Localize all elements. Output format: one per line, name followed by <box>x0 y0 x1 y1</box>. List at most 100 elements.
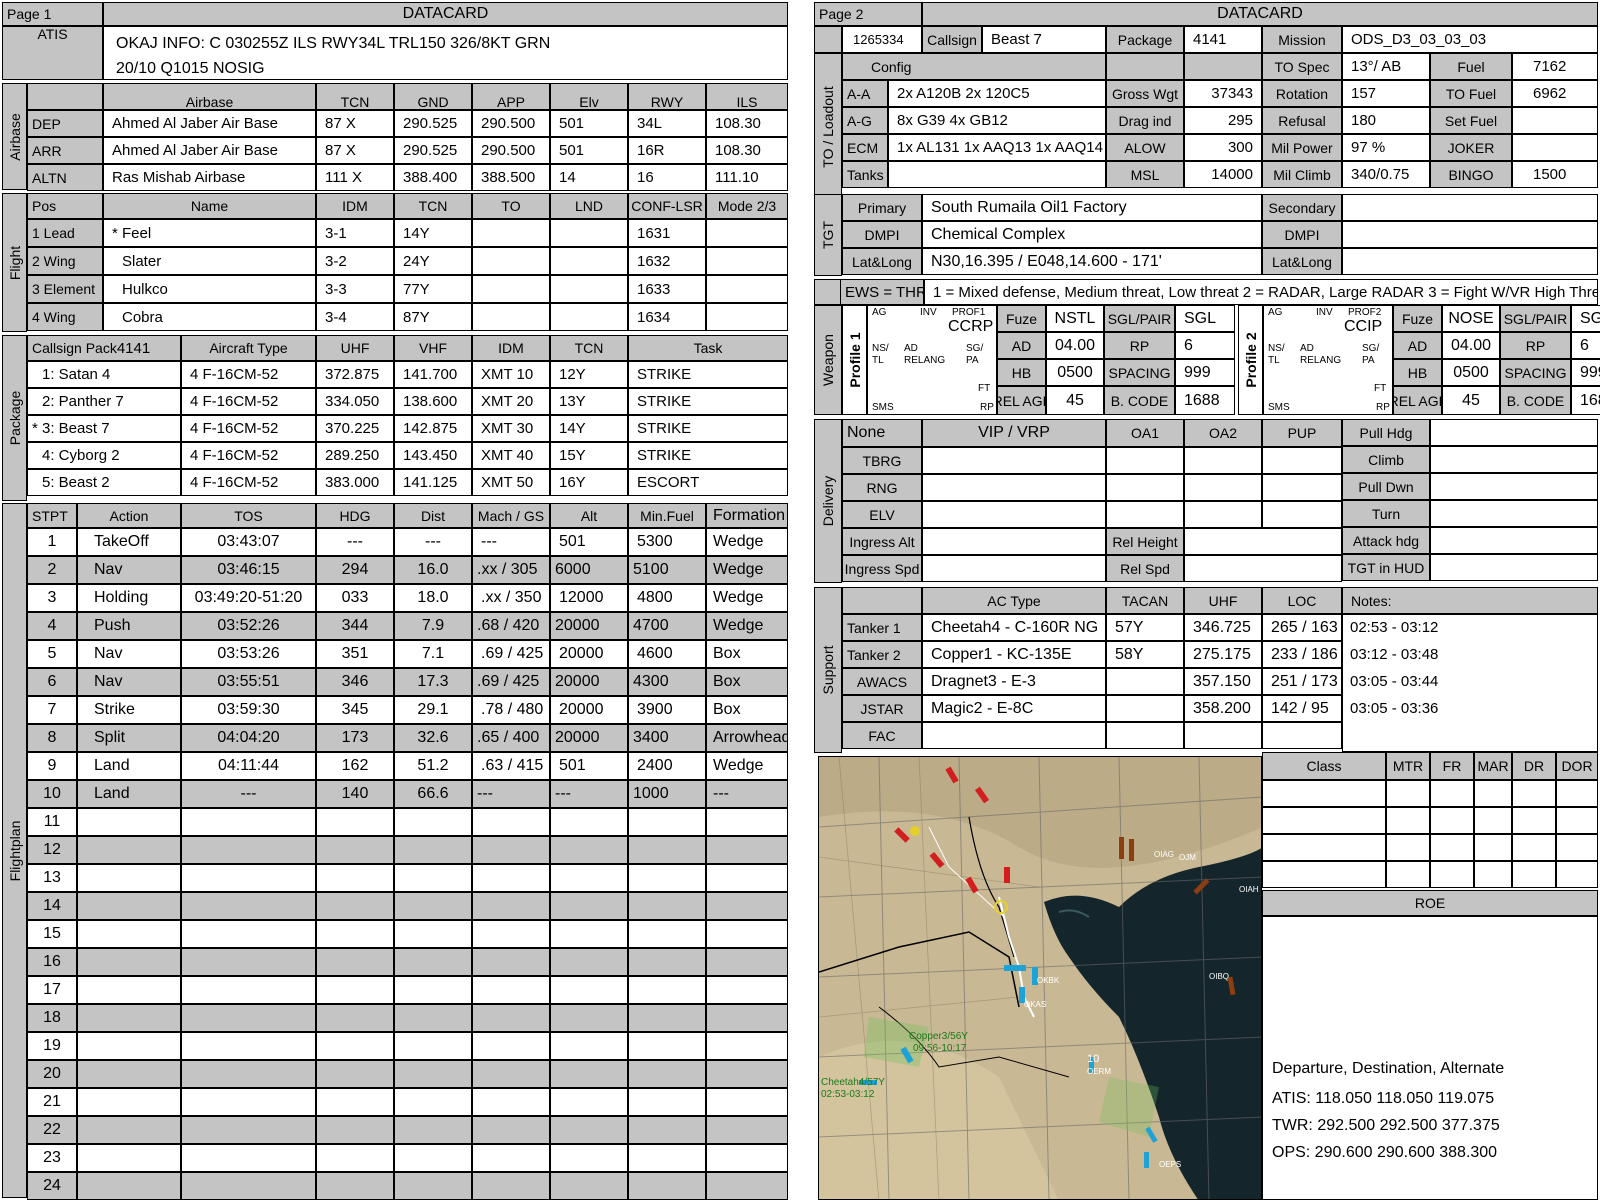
flightplan-cell: .68 / 420 <box>472 612 550 640</box>
fuel-label: JOKER <box>1430 134 1512 161</box>
flightplan-cell: 03:43:07 <box>181 528 316 556</box>
perf-value: 180 <box>1342 107 1430 134</box>
weapon-param-label: SPACING <box>1500 359 1571 386</box>
mission-header-cell <box>814 26 842 53</box>
support-note: 03:05 - 03:36 <box>1342 695 1598 722</box>
tgt-label: Lat&Long <box>842 248 922 275</box>
mission-header-cell: ODS_D3_03_03_03 <box>1342 26 1598 53</box>
flightplan-cell <box>706 920 788 948</box>
callsign-pack-text: Callsign Pack <box>32 340 117 356</box>
flight-cell: 14Y <box>394 219 472 247</box>
flightplan-cell <box>472 1060 550 1088</box>
weapon-param-label: REL AGL <box>1393 386 1442 415</box>
flight-header: LND <box>550 193 628 219</box>
steerpoint-number: 17 <box>27 976 77 1004</box>
loadout-value: 1x AL131 1x AAQ13 1x AAQ14 <box>888 134 1106 161</box>
flightplan-cell <box>706 864 788 892</box>
flightplan-cell: .69 / 425 <box>472 668 550 696</box>
weight-label: Gross Wgt <box>1106 80 1184 107</box>
flightplan-cell <box>77 1060 181 1088</box>
flightplan-cell <box>472 864 550 892</box>
tgt-section-label: TGT <box>820 221 836 249</box>
weight-label: Drag ind <box>1106 107 1184 134</box>
flight-cell: 87Y <box>394 303 472 331</box>
flightplan-cell <box>472 1144 550 1172</box>
flightplan-cell <box>316 1116 394 1144</box>
support-note: 03:05 - 03:44 <box>1342 668 1598 695</box>
mission-header-cell: Mission <box>1262 26 1342 53</box>
mission-map[interactable]: Copper3/56Y 09:56-10:17 Cheetah4/57Y 02:… <box>818 756 1262 1200</box>
threat-header: FR <box>1430 752 1474 780</box>
flightplan-section-label: Flightplan <box>6 820 23 881</box>
delivery-cell <box>1430 419 1598 446</box>
package-cell: STRIKE <box>628 442 788 469</box>
sms-mnemonic: RELANG <box>904 355 946 366</box>
flightplan-cell: 346 <box>316 668 394 696</box>
flightplan-cell: 66.6 <box>394 780 472 808</box>
support-role: FAC <box>842 722 922 749</box>
tgt-value: South Rumaila Oil1 Factory <box>922 194 1262 221</box>
support-note: 02:53 - 03:12 <box>1342 614 1598 641</box>
support-cell: 265 / 163 <box>1262 614 1342 641</box>
flight-header: TCN <box>394 193 472 219</box>
threat-cell <box>1512 807 1556 834</box>
flightplan-cell <box>394 1088 472 1116</box>
flight-section-label: Flight <box>6 245 23 280</box>
flightplan-cell <box>706 808 788 836</box>
flight-header: TO <box>472 193 550 219</box>
steerpoint-number: 2 <box>27 556 77 584</box>
tgt2-label: Lat&Long <box>1262 248 1342 275</box>
flightplan-cell <box>181 1116 316 1144</box>
threat-header: MTR <box>1386 752 1430 780</box>
page2-label: Page 2 <box>814 2 922 26</box>
oa2-header: OA2 <box>1184 419 1262 447</box>
sms-mnemonic: AD <box>1300 343 1314 354</box>
support-note <box>1342 722 1598 749</box>
flightplan-cell <box>550 864 628 892</box>
weight-value: 37343 <box>1184 80 1262 107</box>
flightplan-cell <box>628 1060 706 1088</box>
flightplan-cell: Wedge <box>706 584 788 612</box>
flightplan-cell <box>550 836 628 864</box>
flightplan-cell <box>472 836 550 864</box>
airbase-cell: 290.500 <box>472 110 550 137</box>
support-corner <box>842 587 922 614</box>
delivery-cell <box>1430 527 1598 554</box>
vip-vrp-header: VIP / VRP <box>922 419 1106 447</box>
support-cell: 57Y <box>1106 614 1184 641</box>
delivery-cell <box>922 501 1106 528</box>
package-cell: XMT 20 <box>472 388 550 415</box>
flightplan-cell <box>706 892 788 920</box>
flight-cell <box>550 247 628 275</box>
airbase-header: RWY <box>628 83 706 110</box>
flightplan-cell: 32.6 <box>394 724 472 752</box>
delivery-row-label: TBRG <box>842 447 922 474</box>
flight-cell: * Feel <box>103 219 316 247</box>
flightplan-cell: Box <box>706 696 788 724</box>
support-cell: 142 / 95 <box>1262 695 1342 722</box>
fuel-label: TO Fuel <box>1430 80 1512 107</box>
flightplan-header: HDG <box>316 503 394 528</box>
freq-line-twr: TWR: 292.500 292.500 377.375 <box>1272 1117 1500 1134</box>
flight-cell: 1632 <box>628 247 706 275</box>
flightplan-cell <box>77 1172 181 1200</box>
weapon-param-value: 04.00 <box>1046 332 1104 359</box>
flightplan-cell: Arrowhead <box>706 724 788 752</box>
flightplan-cell <box>706 1060 788 1088</box>
fuel-value: 6962 <box>1512 80 1598 107</box>
weapon-profile-label: Profile 1 <box>842 305 867 415</box>
threat-header: MAR <box>1474 752 1512 780</box>
flightplan-cell <box>550 1032 628 1060</box>
package-cell: 141.125 <box>394 469 472 496</box>
delivery-right-label: Climb <box>1342 446 1430 473</box>
flightplan-cell <box>706 836 788 864</box>
flightplan-cell: 3900 <box>628 696 706 724</box>
flightplan-cell: Box <box>706 640 788 668</box>
flightplan-cell: 51.2 <box>394 752 472 780</box>
flightplan-cell <box>472 976 550 1004</box>
loadout-label: A-A <box>842 80 888 107</box>
config-blank <box>1106 53 1184 80</box>
flightplan-cell <box>706 1004 788 1032</box>
flightplan-cell <box>181 1060 316 1088</box>
flightplan-cell <box>394 976 472 1004</box>
